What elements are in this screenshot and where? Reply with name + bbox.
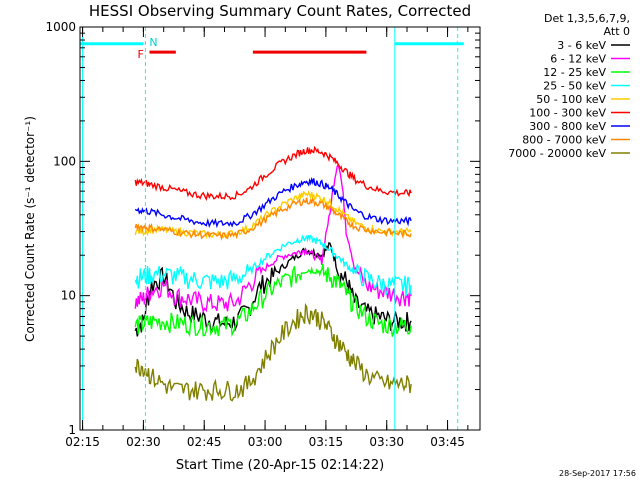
chart-title: HESSI Observing Summary Count Rates, Cor… bbox=[89, 2, 471, 20]
y-tick-label: 1000 bbox=[45, 20, 76, 34]
legend-entry-label: 50 - 100 keV bbox=[536, 93, 606, 106]
x-tick-label: 03:30 bbox=[369, 435, 404, 449]
series-line-6 bbox=[134, 145, 412, 201]
series-line-2 bbox=[134, 162, 412, 314]
plot-axes: 1 10 100 1000 02:15 02:30 02:45 03:00 03:15 03:30… bbox=[45, 20, 481, 449]
legend-entry-label: 100 - 300 keV bbox=[529, 107, 606, 120]
series-line-8 bbox=[134, 196, 412, 241]
legend-header-line2: Att 0 bbox=[604, 25, 630, 38]
legend-entry-label: 12 - 25 keV bbox=[543, 66, 606, 79]
x-tick-label: 03:00 bbox=[248, 435, 283, 449]
series-line-4 bbox=[134, 234, 412, 296]
legend-entry-label: 7000 - 20000 keV bbox=[508, 147, 606, 160]
flare-bar-label: F bbox=[137, 48, 143, 61]
y-tick-label: 100 bbox=[53, 154, 76, 168]
series-line-3 bbox=[134, 263, 412, 338]
y-axis-label: Corrected Count Rate (s⁻¹ detector⁻¹) bbox=[23, 116, 37, 342]
footer-timestamp: 28-Sep-2017 17:56 bbox=[559, 469, 636, 478]
legend-entry-label: 800 - 7000 keV bbox=[522, 134, 606, 147]
x-tick-label: 02:30 bbox=[126, 435, 161, 449]
legend-entry-label: 3 - 6 keV bbox=[557, 39, 606, 52]
x-tick-label: 02:15 bbox=[65, 435, 100, 449]
x-tick-label: 03:15 bbox=[309, 435, 344, 449]
series-line-9 bbox=[134, 302, 412, 402]
series-line-7 bbox=[134, 176, 412, 229]
plot-frame bbox=[79, 26, 481, 431]
night-label: N bbox=[149, 36, 157, 49]
series-lines bbox=[134, 145, 412, 402]
y-tick-label: 10 bbox=[61, 289, 76, 303]
y-tick-label: 1 bbox=[68, 423, 76, 437]
x-axis-label: Start Time (20-Apr-15 02:14:22) bbox=[176, 458, 384, 473]
x-tick-label: 02:45 bbox=[187, 435, 222, 449]
legend-header-line1: Det 1,3,5,6,7,9, bbox=[544, 12, 630, 25]
legend-entry-label: 300 - 800 keV bbox=[529, 120, 606, 133]
annotation-markers: FN bbox=[80, 27, 464, 430]
series-line-1 bbox=[134, 242, 412, 337]
x-tick-label: 03:45 bbox=[430, 435, 465, 449]
legend-entry-label: 6 - 12 keV bbox=[550, 53, 606, 66]
legend-entry-label: 25 - 50 keV bbox=[543, 80, 606, 93]
